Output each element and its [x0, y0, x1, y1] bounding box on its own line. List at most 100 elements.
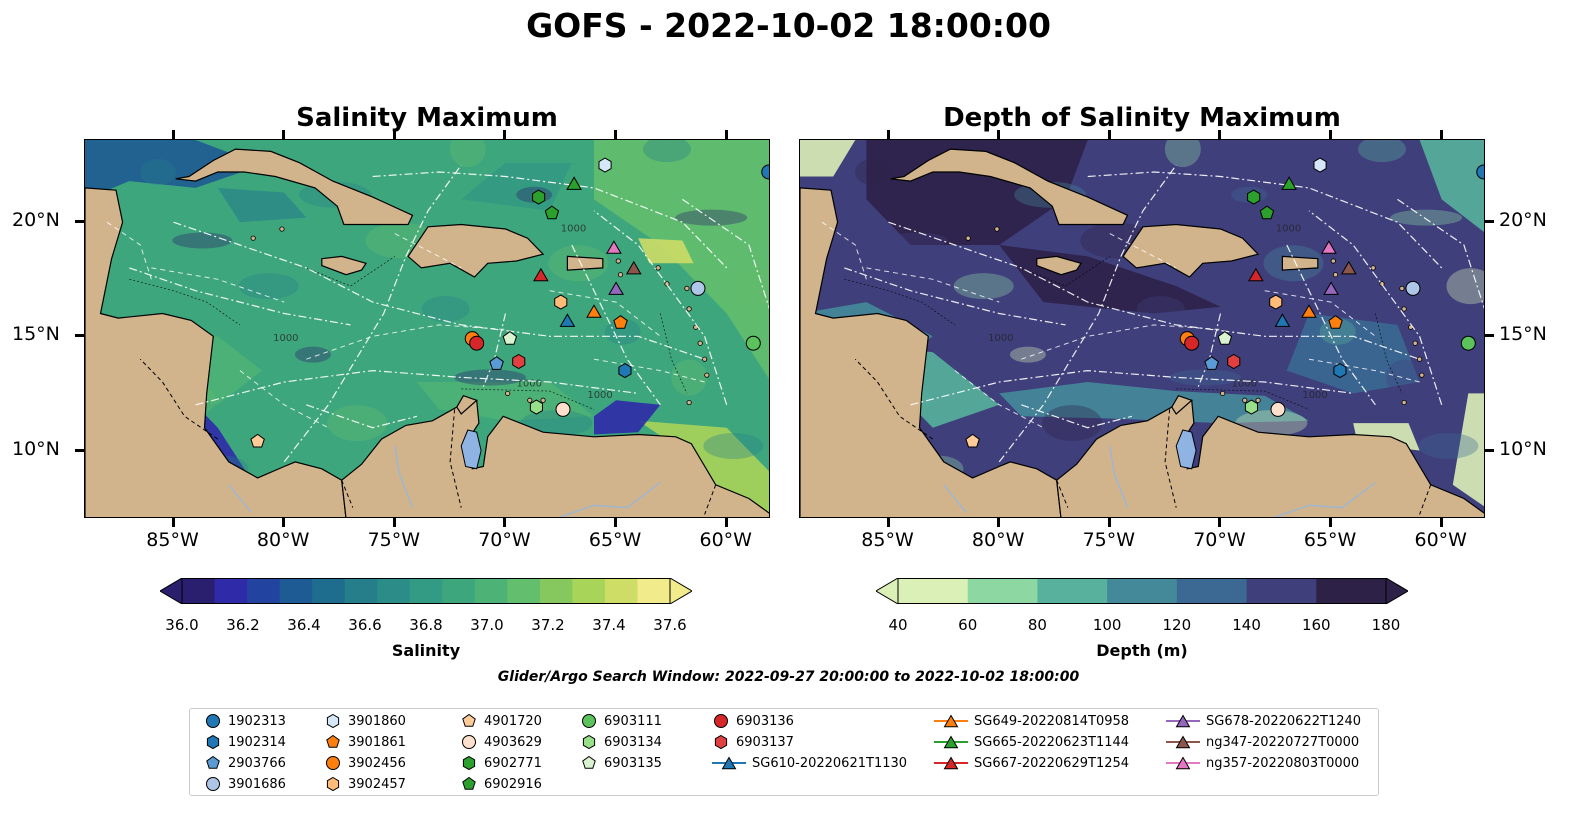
lon-tick — [1329, 130, 1333, 139]
obs-marker-SG678-20220622T1240[interactable] — [608, 281, 624, 295]
legend-marker-icon — [326, 776, 340, 792]
obs-marker-2903766[interactable] — [1204, 356, 1219, 370]
obs-marker-6903111[interactable] — [745, 335, 761, 351]
colorbar-tick-label: 37.6 — [653, 616, 687, 634]
obs-marker-3901686[interactable] — [1405, 280, 1421, 296]
obs-marker-4903629[interactable] — [555, 401, 571, 417]
field-patch-22 — [238, 273, 299, 300]
lat-tick-label: 10°N — [1499, 437, 1547, 460]
legend-marker-icon — [582, 755, 596, 769]
obs-marker-6903134[interactable] — [1244, 399, 1258, 415]
colorbar-bin-3 — [279, 578, 313, 604]
lon-tick — [614, 518, 618, 527]
obs-marker-6902916[interactable] — [544, 205, 560, 220]
legend-item: 1902314 — [204, 733, 286, 751]
island-6 — [684, 285, 690, 292]
obs-marker-3902457[interactable] — [1269, 294, 1283, 310]
legend-item: 6903134 — [580, 733, 662, 751]
route-line-8 — [306, 404, 418, 429]
obs-marker-4901720[interactable] — [965, 433, 980, 448]
obs-marker-3901861[interactable] — [1328, 315, 1343, 329]
lon-tick — [392, 130, 396, 139]
obs-marker-4903629[interactable] — [1270, 401, 1286, 417]
obs-marker-ng347-20220727T0000[interactable] — [625, 260, 642, 275]
obs-marker-6903136[interactable] — [1184, 335, 1200, 351]
salinity-map[interactable]: 1000 1000 1000 1000 — [84, 139, 770, 518]
border-2 — [1056, 480, 1069, 508]
legend-item: 2903766 — [204, 754, 286, 772]
obs-marker-ng357-20220803T0000[interactable] — [606, 240, 622, 254]
obs-marker-SG665-20220623T1144[interactable] — [1281, 176, 1297, 190]
lat-tick — [75, 448, 84, 452]
lat-tick — [75, 334, 84, 338]
obs-marker-6903134[interactable] — [529, 399, 543, 415]
legend-label: 6903136 — [736, 713, 794, 729]
field-patch-16 — [855, 158, 892, 185]
island-15 — [279, 226, 285, 232]
obs-marker-6902771[interactable] — [532, 189, 546, 205]
obs-marker-3902457[interactable] — [554, 294, 568, 310]
isobath-2 — [660, 313, 688, 394]
obs-marker-1902313[interactable] — [761, 164, 770, 180]
obs-marker-4901720[interactable] — [250, 433, 265, 448]
obs-marker-1902313[interactable] — [1476, 164, 1485, 180]
obs-marker-6903135[interactable] — [1217, 330, 1233, 345]
lon-tick — [503, 130, 507, 139]
legend-label: 6903111 — [604, 713, 662, 729]
legend-item: 6903135 — [580, 754, 662, 772]
obs-marker-SG667-20220629T1254[interactable] — [533, 267, 549, 282]
obs-marker-SG610-20220621T1130[interactable] — [559, 313, 576, 327]
isobath-label: 1000 — [1276, 223, 1301, 234]
route-line-6 — [1308, 210, 1443, 405]
obs-marker-6903136[interactable] — [469, 335, 485, 351]
field-zone-8 — [1452, 393, 1484, 507]
obs-marker-3901860[interactable] — [1313, 157, 1327, 173]
colorbar-tick-label: 37.4 — [592, 616, 626, 634]
colorbar-extend-high — [1385, 578, 1408, 604]
field-patch-19 — [1235, 410, 1308, 437]
obs-marker-ng357-20220803T0000[interactable] — [1321, 240, 1337, 254]
lat-tick-label: 15°N — [12, 323, 60, 346]
island-12 — [1242, 397, 1248, 403]
legend-marker-icon — [714, 734, 728, 750]
obs-marker-SG678-20220622T1240[interactable] — [1323, 281, 1339, 295]
legend-label: ng357-20220803T0000 — [1206, 755, 1360, 771]
obs-marker-3901861[interactable] — [613, 315, 628, 329]
field-patch-6 — [172, 232, 233, 249]
legend-item: SG665-20220623T1144 — [934, 733, 1129, 751]
obs-marker-ng347-20220727T0000[interactable] — [1340, 260, 1357, 275]
legend-item: ng347-20220727T0000 — [1166, 733, 1359, 751]
obs-marker-SG649-20220814T0958[interactable] — [586, 304, 602, 318]
obs-marker-6903137[interactable] — [1227, 353, 1241, 370]
depth-map[interactable]: 1000 1000 1000 1000 — [799, 139, 1485, 518]
obs-marker-3901686[interactable] — [690, 280, 706, 296]
colorbar-tick-label: 36.0 — [165, 616, 199, 634]
obs-marker-SG667-20220629T1254[interactable] — [1248, 267, 1264, 282]
obs-marker-6902916[interactable] — [1259, 205, 1275, 220]
island-5 — [1401, 306, 1407, 312]
colorbar-extend-low — [876, 578, 899, 604]
colorbar-tick-label: 36.8 — [409, 616, 443, 634]
obs-marker-SG610-20220621T1130[interactable] — [1274, 313, 1291, 327]
obs-marker-2903766[interactable] — [489, 356, 504, 370]
obs-marker-1902314[interactable] — [1333, 363, 1347, 379]
obs-marker-6903135[interactable] — [502, 330, 518, 345]
obs-marker-SG649-20220814T0958[interactable] — [1301, 304, 1317, 318]
obs-marker-SG665-20220623T1144[interactable] — [566, 176, 582, 190]
obs-marker-3901860[interactable] — [598, 157, 612, 173]
obs-marker-6903137[interactable] — [512, 353, 526, 370]
obs-marker-1902314[interactable] — [618, 363, 632, 379]
colorbar-bin-13 — [604, 578, 638, 604]
isobath-2 — [1375, 313, 1403, 394]
field-patch-2 — [1042, 405, 1103, 442]
isobath-1 — [844, 278, 956, 326]
lon-tick — [171, 518, 175, 527]
route-line-3 — [1286, 244, 1376, 406]
obs-marker-6903111[interactable] — [1460, 335, 1476, 351]
legend-label: ng347-20220727T0000 — [1206, 734, 1360, 750]
obs-marker-6902771[interactable] — [1247, 189, 1261, 205]
legend-item: SG610-20220621T1130 — [712, 754, 907, 772]
lon-tick — [997, 130, 1001, 139]
river-1 — [228, 484, 252, 513]
legend-marker-icon — [326, 713, 340, 729]
